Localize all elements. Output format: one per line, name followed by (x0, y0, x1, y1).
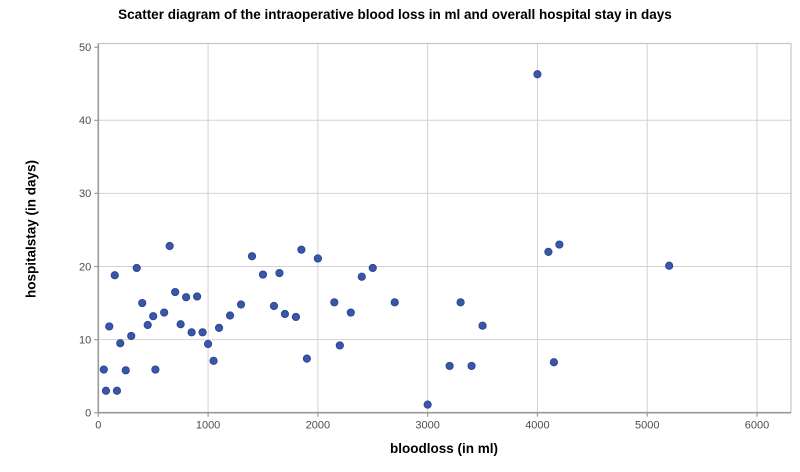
data-point (132, 263, 141, 273)
x-tick-label: 4000 (525, 420, 549, 432)
data-point (121, 366, 130, 375)
data-point (549, 358, 559, 367)
data-point (335, 341, 344, 350)
chart-title: Scatter diagram of the intraoperative bl… (118, 7, 672, 22)
data-point (390, 298, 399, 307)
y-axis-label: hospitalstay (in days) (23, 159, 39, 299)
data-point (258, 270, 268, 279)
data-point (555, 240, 564, 249)
data-point (357, 272, 366, 281)
data-point (280, 309, 290, 319)
y-tick-label: 50 (79, 42, 91, 54)
x-tick-label: 3000 (415, 420, 439, 432)
data-point (182, 293, 191, 302)
data-point (533, 70, 542, 79)
data-point (467, 361, 476, 371)
data-point (269, 301, 279, 311)
data-point (313, 254, 322, 263)
y-tick-label: 10 (79, 334, 91, 346)
data-point (105, 322, 114, 331)
data-point (99, 365, 108, 374)
data-point (456, 298, 465, 307)
x-tick-label: 2000 (306, 420, 330, 432)
y-tick-label: 0 (85, 408, 91, 420)
data-point (160, 308, 169, 317)
data-point (665, 261, 674, 270)
data-point (302, 354, 311, 363)
data-point (225, 311, 235, 320)
x-tick-label: 5000 (635, 420, 659, 432)
data-point (198, 328, 207, 337)
x-tick-label: 6000 (745, 420, 769, 432)
data-point (346, 308, 355, 317)
x-axis-label: bloodloss (in ml) (390, 441, 498, 456)
data-point (236, 300, 246, 309)
data-point (110, 271, 119, 280)
data-point (138, 298, 147, 308)
data-point (445, 361, 454, 371)
x-tick-label: 1000 (196, 420, 220, 432)
data-point (149, 312, 158, 321)
data-point (297, 245, 306, 254)
data-point (209, 356, 218, 365)
y-tick-label: 30 (79, 188, 91, 200)
data-point (203, 339, 213, 349)
data-point (478, 321, 487, 330)
data-point (193, 292, 202, 301)
data-point (368, 263, 377, 273)
data-point (176, 320, 185, 329)
data-point (143, 320, 152, 330)
data-point (214, 323, 224, 333)
data-point (423, 400, 432, 409)
data-point (291, 312, 301, 322)
data-point (127, 331, 136, 341)
data-point (544, 247, 553, 256)
y-tick-label: 20 (79, 261, 91, 273)
data-point (116, 339, 125, 348)
data-point (187, 328, 196, 337)
data-point (151, 365, 160, 374)
data-point (330, 298, 339, 307)
data-point (171, 287, 180, 297)
data-point (112, 386, 122, 395)
data-point (165, 241, 174, 251)
x-tick-label: 0 (95, 420, 101, 432)
data-point (247, 252, 257, 261)
data-point (101, 386, 111, 395)
data-point (275, 268, 284, 278)
y-tick-label: 40 (79, 115, 91, 127)
